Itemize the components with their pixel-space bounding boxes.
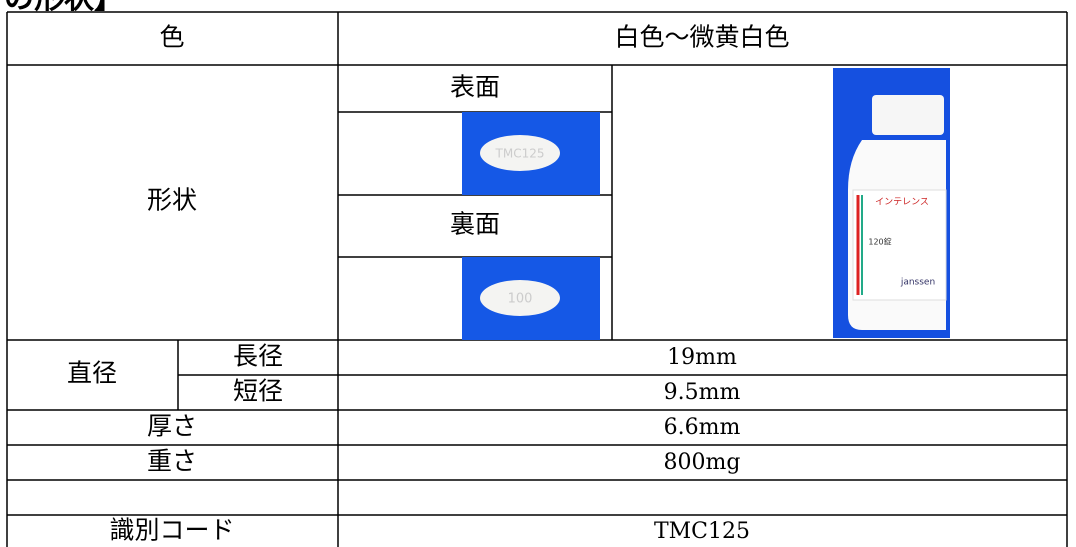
- cell: 長径: [233, 342, 283, 371]
- cell: 800mg: [664, 450, 741, 475]
- bottle-brand: インテレンス: [875, 197, 929, 208]
- imprint: 100: [508, 292, 533, 307]
- cell: 厚さ: [147, 412, 197, 441]
- cell: 重さ: [147, 447, 197, 476]
- cell: 識別コード: [109, 516, 234, 545]
- cell: 表面: [450, 73, 500, 102]
- imprint: TMC125: [495, 147, 545, 161]
- cell: 色: [159, 23, 184, 52]
- cell: 直径: [67, 359, 117, 388]
- cell: 9.5mm: [664, 380, 741, 405]
- cell: 形状: [147, 186, 197, 215]
- cell: 裏面: [450, 210, 500, 239]
- pill-back-image: 100: [462, 257, 600, 340]
- cell: 白色～微黄白色: [614, 23, 789, 52]
- bottle-count: 120錠: [868, 237, 891, 247]
- pill-front-image: TMC125: [462, 112, 600, 195]
- bottle-image: インテレンス 120錠 janssen: [833, 68, 950, 338]
- cell: 19mm: [667, 345, 737, 370]
- cell: 短径: [233, 377, 283, 406]
- cell: 6.6mm: [664, 415, 741, 440]
- cell: TMC125: [654, 519, 750, 544]
- heading: の形状】: [4, 0, 124, 16]
- bottle-maker: janssen: [900, 278, 935, 288]
